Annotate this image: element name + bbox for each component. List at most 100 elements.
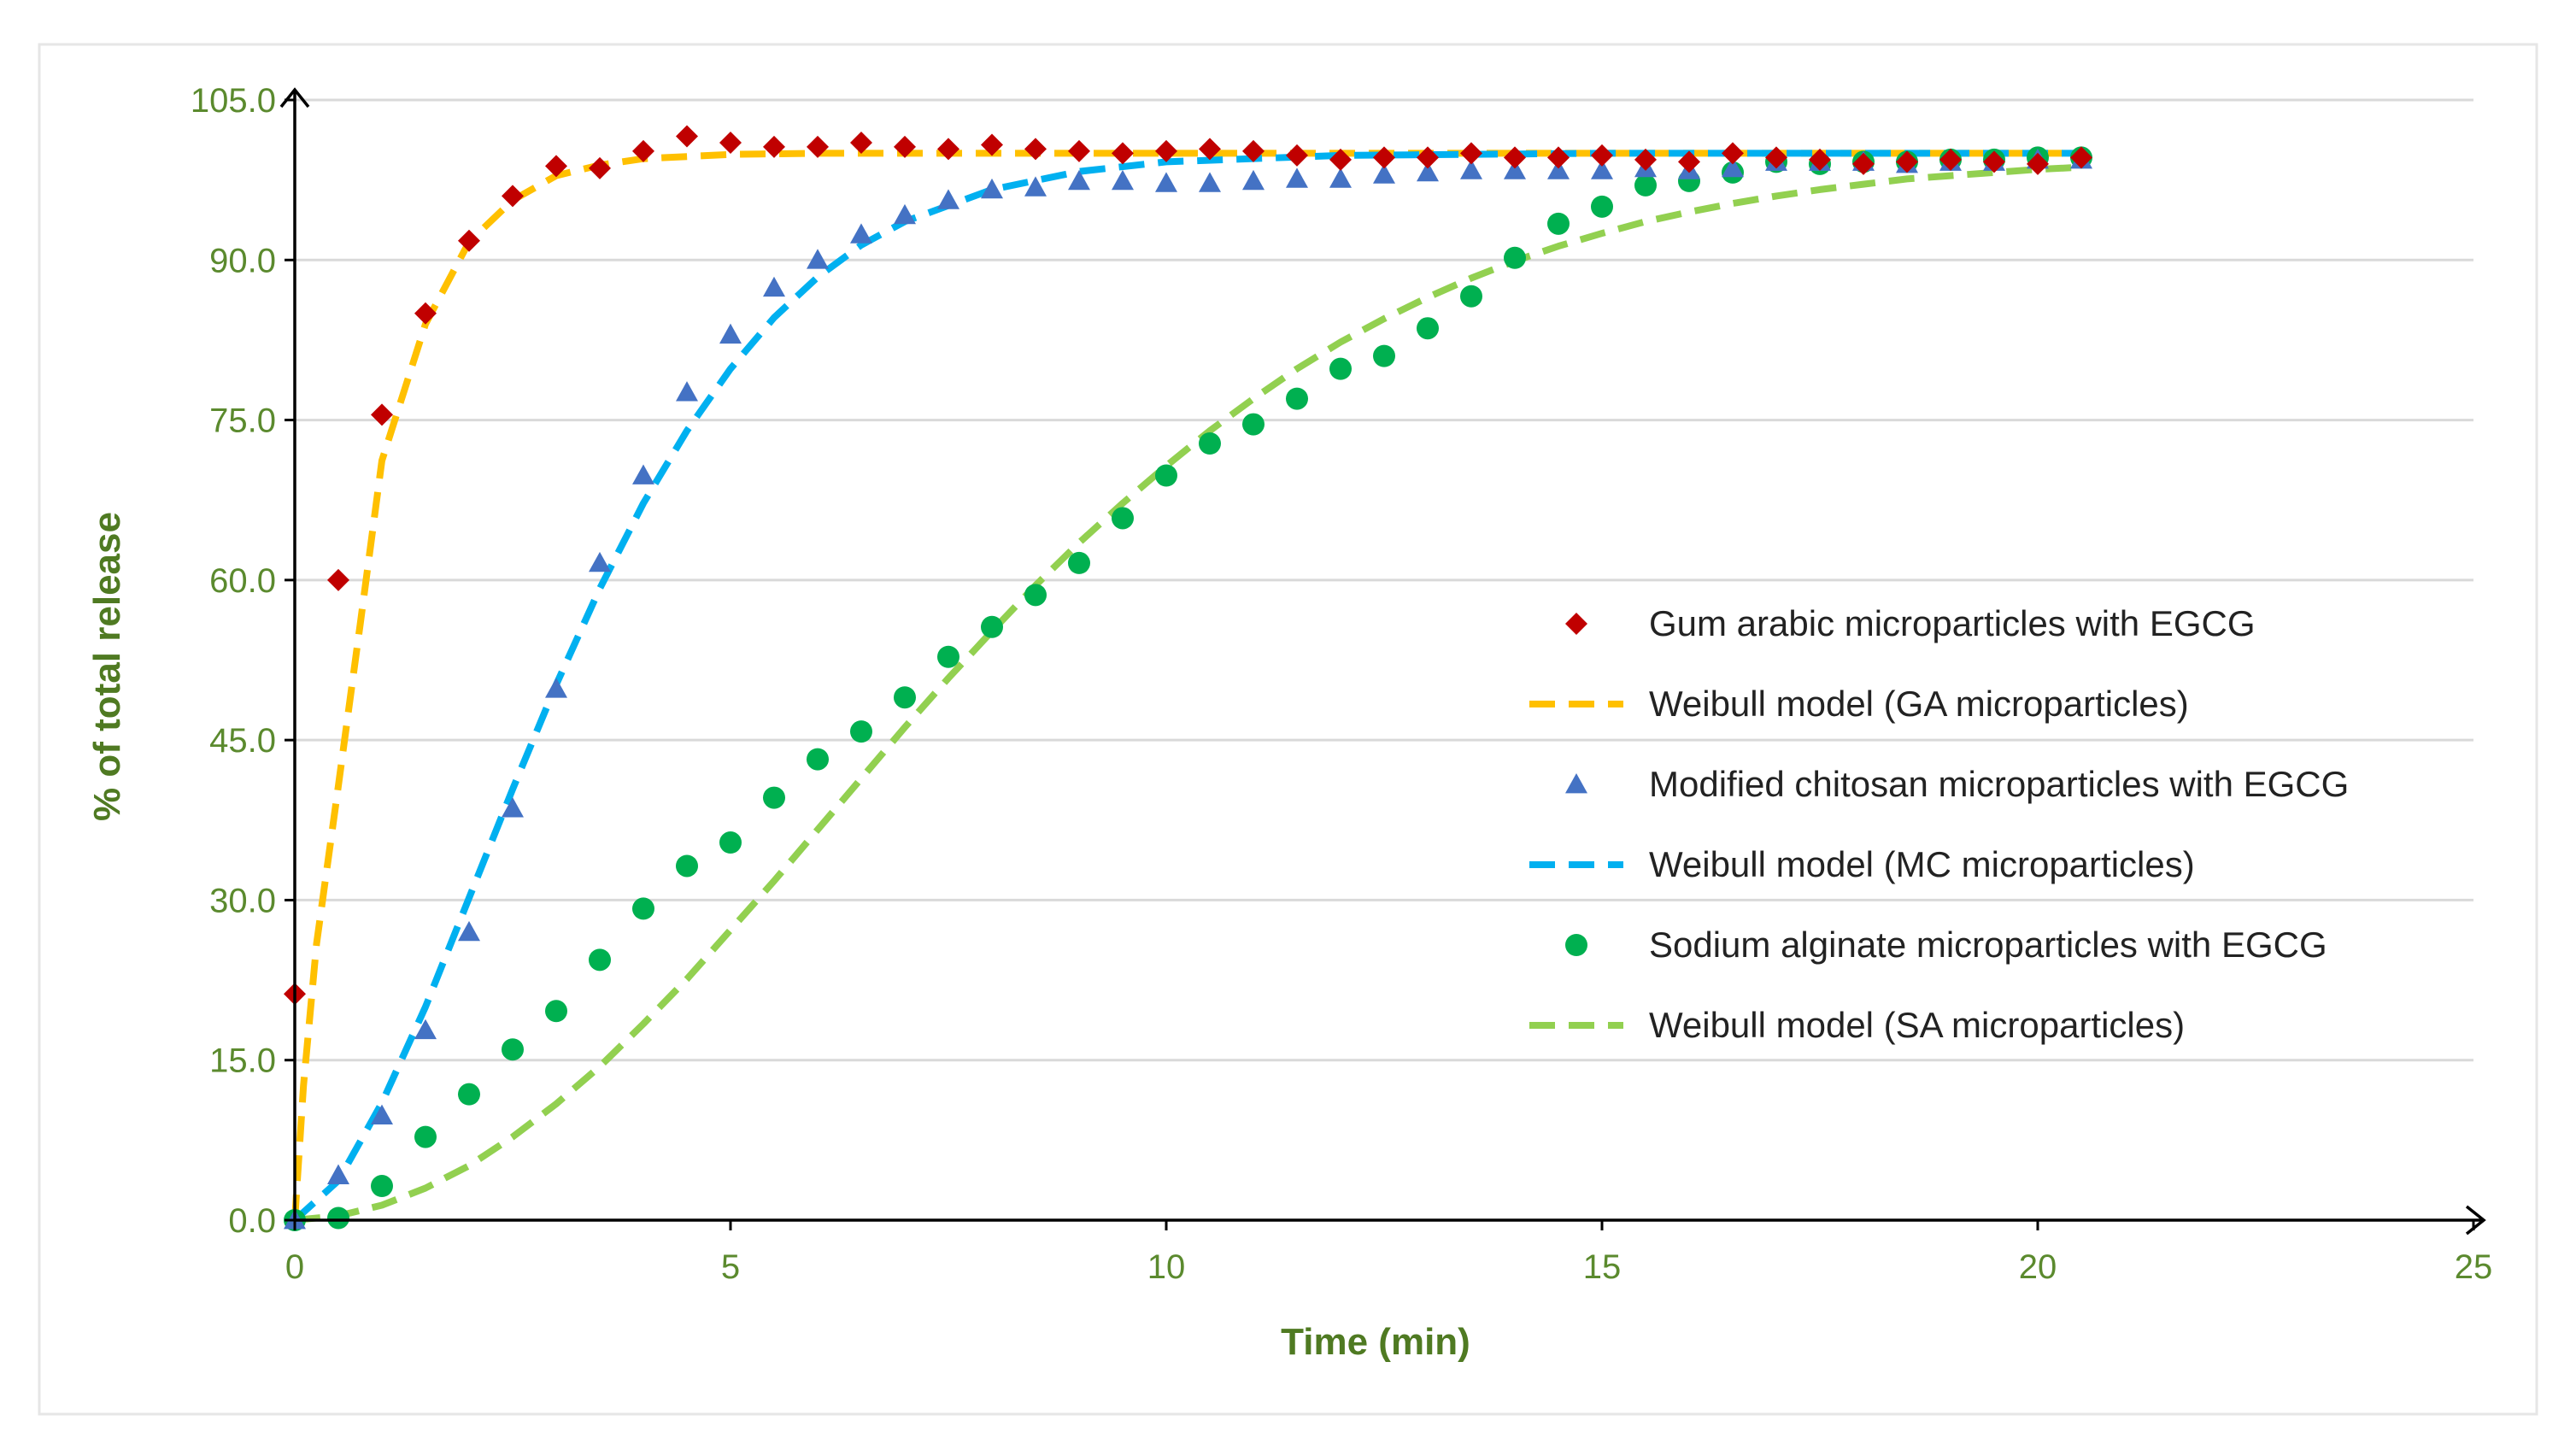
ga-points-point [1591,144,1613,167]
ga-points-point [1242,139,1265,162]
legend-item: Sodium alginate microparticles with EGCG [1565,925,2327,965]
legend-label: Weibull model (GA microparticles) [1649,684,2189,724]
plot-series [284,125,2092,1231]
sa-points-point [589,948,611,972]
ga-points-point [1678,150,1700,173]
legend-label: Sodium alginate microparticles with EGCG [1649,925,2327,965]
x-tick-label: 25 [2455,1248,2493,1286]
sa-points-point [894,686,916,709]
legend-label: Modified chitosan microparticles with EG… [1649,764,2349,804]
mc-points-point [1547,159,1570,179]
mc-points-point [1460,159,1482,179]
y-tick-label: 30.0 [209,882,276,919]
ga-points-point [458,229,480,252]
chart-frame [38,43,2538,1416]
ga-points-point [1765,146,1787,169]
x-tick-label: 0 [285,1248,304,1286]
ga-points-point [1068,139,1090,162]
sa-points-point [1199,432,1221,455]
x-tick-label: 5 [721,1248,740,1286]
mc-points-point [1373,163,1395,184]
sa-points-point [1068,551,1090,574]
legend-label: Gum arabic microparticles with EGCG [1649,603,2256,643]
ga-points-point [1199,138,1221,161]
sa-points-point [502,1038,524,1061]
mc-points-point [589,551,611,572]
sa-points-point [632,897,654,920]
sa-points-point [807,748,829,771]
sa-points-point [1155,464,1177,487]
ga-points-point [1896,150,1918,173]
sa-points-point [676,854,698,878]
sa-points-point [981,615,1003,638]
sa-points-point [414,1125,437,1148]
mc-points-point [1068,169,1090,191]
y-tick-label: 75.0 [209,402,276,440]
sa-points-point [1242,413,1265,436]
ga-points-point [1460,142,1482,165]
sa-points-point [1373,344,1395,367]
legend-item: Weibull model (GA microparticles) [1529,684,2189,724]
mc-points-point [676,381,698,402]
ga-points-point [1417,146,1439,169]
sa-points-point [1286,387,1308,410]
x-tick-label: 10 [1147,1248,1186,1286]
sa-points-point [1417,317,1439,340]
ga-points-point [1939,148,1962,171]
ga-points-point [327,568,349,591]
sa-points-point [458,1083,480,1106]
mc-points-point [327,1164,349,1184]
ga-points-point [807,135,829,158]
ga-points-point [763,135,785,158]
sa-points-point [1634,173,1657,197]
ga-points-point [589,156,611,179]
ga-points-point [1809,148,1831,171]
mc-points-point [981,178,1003,199]
y-tick-label: 45.0 [209,722,276,760]
ga-points-point [632,139,654,162]
sa-points-point [1591,195,1613,218]
mc-points-point [632,464,654,484]
legend-label: Weibull model (MC microparticles) [1649,844,2195,884]
ga-points-point [719,131,742,154]
ga-points-point [1329,148,1352,171]
sa-points-point [1460,285,1482,308]
y-tick-label: 60.0 [209,562,276,600]
legend-marker-swatch [1565,613,1587,635]
ga-points-point [1547,146,1570,169]
ga-points-point [676,125,698,148]
legend-marker-swatch [1565,934,1587,956]
ga-points-point [1634,148,1657,171]
mc-points-point [1024,176,1047,197]
legend-item: Gum arabic microparticles with EGCG [1565,603,2256,643]
mc-points-point [1722,156,1744,178]
ga-points-point [1155,139,1177,162]
legend-item: Weibull model (SA microparticles) [1529,1005,2185,1045]
mc-points-point [1242,169,1265,191]
sa-points-point [327,1206,349,1230]
mc-points-point [1155,172,1177,192]
ga-points-point [1504,146,1526,169]
legend-item: Modified chitosan microparticles with EG… [1565,764,2349,804]
mc-points-point [1504,159,1526,179]
ga-points-point [850,131,872,154]
mc-points-point [937,189,959,209]
tick-labels: 0.0 15.0 30.0 45.0 60.0 75.0 90.0 105.0 0 5 10 15 20… [191,82,2492,1286]
ga-points-point [1024,138,1047,161]
mc-points-point [545,678,567,698]
ga-points-point [1983,150,2005,173]
ga-points-point [1286,144,1308,167]
ga-points-point [371,403,393,426]
sa-points-point [1024,584,1047,607]
mc-points-point [1417,161,1439,182]
mc-points-point [458,920,480,942]
ga-points-point [894,135,916,158]
sa-points-point [850,720,872,743]
mc-points-point [850,223,872,244]
mc-points-point [1112,169,1134,191]
mc-points-point [1329,167,1352,188]
ga-points-point [2027,152,2049,175]
ga-points-point [414,302,437,325]
ga-points-point [937,138,959,161]
